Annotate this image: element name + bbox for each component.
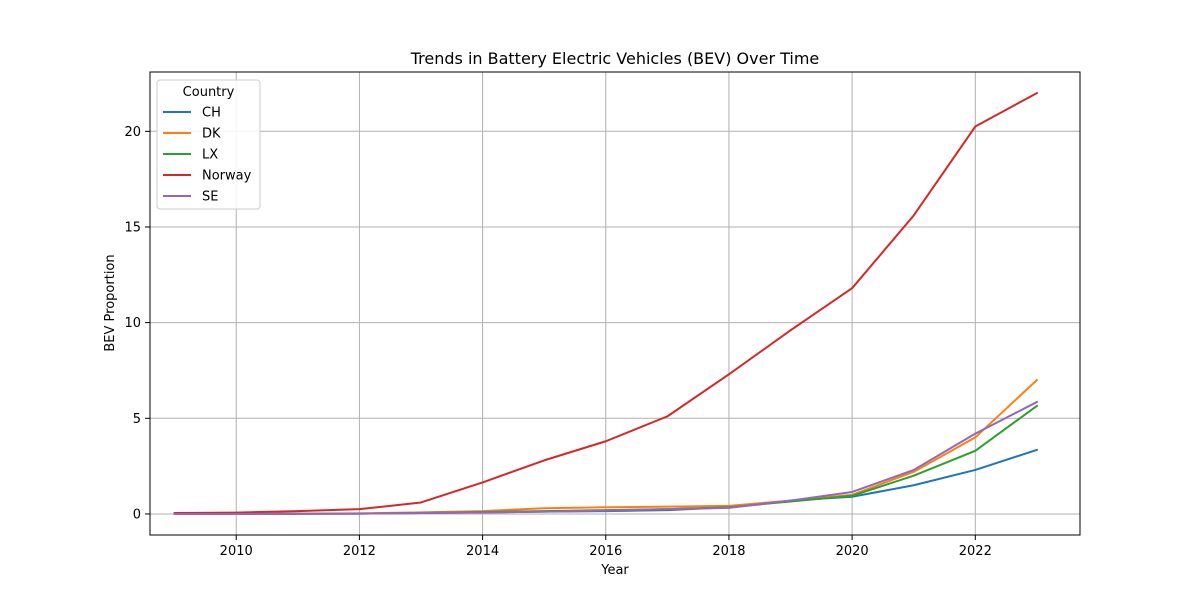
x-tick-label: 2022 <box>959 544 992 559</box>
y-tick-label: 5 <box>133 412 141 427</box>
x-tick-label: 2014 <box>466 544 499 559</box>
y-axis-label: BEV Proportion <box>103 254 118 351</box>
legend-label-lx: LX <box>202 148 218 163</box>
y-tick-label: 20 <box>124 125 141 140</box>
legend: Country CH DK LX Norway SE <box>156 79 261 210</box>
axis-ticks: 2010 2012 2014 2016 2018 2020 2022 0 5 10 15 20 <box>124 125 991 559</box>
legend-label-dk: DK <box>202 127 221 142</box>
chart-title: Trends in Battery Electric Vehicles (BEV… <box>410 49 820 68</box>
legend-title: Country <box>183 85 235 100</box>
legend-items: CH DK LX Norway SE <box>163 106 252 205</box>
x-tick-label: 2012 <box>343 544 376 559</box>
axes-border <box>149 71 1081 536</box>
x-tick-label: 2020 <box>836 544 869 559</box>
x-axis-label: Year <box>600 563 629 578</box>
plot-frame <box>149 71 1081 536</box>
series-group <box>173 91 1039 515</box>
x-tick-label: 2018 <box>712 544 745 559</box>
y-tick-label: 0 <box>133 507 141 522</box>
legend-label-ch: CH <box>202 106 221 121</box>
y-tick-label: 15 <box>124 220 141 235</box>
x-tick-label: 2016 <box>589 544 622 559</box>
series-line-norway <box>173 91 1039 515</box>
legend-label-norway: Norway <box>202 169 252 184</box>
x-tick-label: 2010 <box>220 544 253 559</box>
legend-label-se: SE <box>202 190 218 205</box>
plot-area <box>150 72 1080 535</box>
series-line-se <box>173 400 1039 515</box>
y-tick-label: 10 <box>124 316 141 331</box>
